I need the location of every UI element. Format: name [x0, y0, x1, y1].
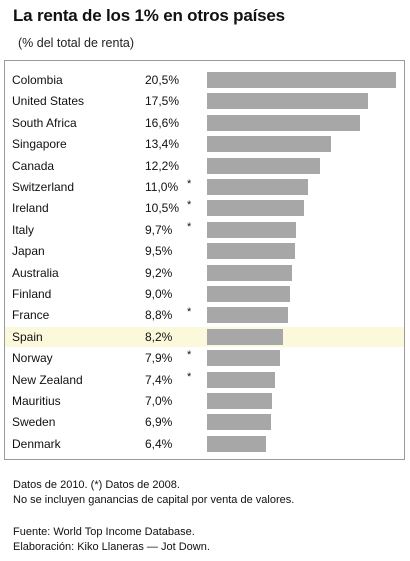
category-label: Norway	[12, 351, 53, 366]
category-label: Italy	[12, 222, 35, 237]
data-label: 7,4%	[145, 372, 173, 387]
data-label: 11,0%	[145, 180, 179, 194]
bar-row: Canada 12,2%	[5, 156, 404, 176]
bar	[207, 328, 283, 345]
footnote-source: Fuente: World Top Income Database.	[13, 526, 195, 538]
category-label: Japan	[12, 244, 45, 259]
bar	[207, 371, 276, 388]
bar	[207, 72, 396, 88]
bar-row: Sweden 6,9%	[5, 412, 404, 432]
category-label: Finland	[12, 287, 52, 301]
data-label: 16,6%	[145, 115, 180, 130]
bar-row: Denmark 6,4%	[5, 434, 404, 454]
category-label: Colombia	[12, 73, 63, 87]
bar	[207, 307, 289, 324]
bar	[207, 136, 331, 153]
bar	[207, 114, 360, 131]
bar	[207, 200, 304, 217]
bar	[207, 243, 295, 260]
bar	[207, 350, 280, 367]
category-label: South Africa	[12, 115, 77, 130]
data-label: 9,0%	[145, 287, 173, 301]
category-label: Mauritius	[12, 394, 61, 408]
data-label: 8,2%	[145, 329, 173, 344]
data-label: 8,8%	[145, 308, 173, 323]
category-label: Spain	[12, 329, 43, 344]
category-label: Sweden	[12, 415, 56, 430]
footnote-data-years: Datos de 2010. (*) Datos de 2008.	[13, 479, 180, 491]
bar-row: Mauritius 7,0%	[5, 391, 404, 411]
bar-row: Colombia 20,5%	[5, 70, 404, 90]
bar	[207, 221, 297, 238]
bar	[207, 179, 309, 195]
bar-row: Japan 9,5%	[5, 241, 404, 261]
bar-row: New Zealand 7,4% *	[5, 370, 404, 390]
data-label: 7,0%	[145, 394, 173, 408]
bar-row: Finland 9,0%	[5, 284, 404, 304]
footnote-marker: *	[187, 349, 192, 362]
data-label: 9,2%	[145, 265, 173, 280]
bar-row: Ireland 10,5% *	[5, 198, 404, 218]
data-label: 9,7%	[145, 222, 173, 237]
chart-frame: Colombia 20,5% United States 17,5% South Afr…	[4, 60, 405, 460]
footnote-marker: *	[187, 199, 192, 212]
footnote-credit: Elaboración: Kiko Llaneras — Jot Down.	[13, 541, 210, 553]
footnote-capital-gains: No se incluyen ganancias de capital por …	[13, 494, 295, 506]
data-label: 13,4%	[145, 137, 180, 152]
footnote-marker: *	[187, 306, 192, 319]
category-label: Canada	[12, 158, 55, 173]
bar	[207, 435, 266, 452]
category-label: Switzerland	[12, 180, 75, 194]
bar-row: Norway 7,9% *	[5, 348, 404, 368]
footnote-marker: *	[187, 220, 192, 233]
data-label: 6,9%	[145, 415, 173, 430]
data-label: 6,4%	[145, 436, 173, 451]
data-label: 9,5%	[145, 244, 173, 259]
bar-row: Singapore 13,4%	[5, 134, 404, 154]
data-label: 20,5%	[145, 73, 180, 87]
category-label: France	[12, 308, 50, 323]
data-label: 17,5%	[145, 94, 180, 109]
bar-row: Australia 9,2%	[5, 263, 404, 283]
chart-title: La renta de los 1% en otros países	[13, 6, 285, 25]
bar-row: France 8,8% *	[5, 305, 404, 325]
data-label: 10,5%	[145, 201, 180, 216]
footnote-marker: *	[187, 370, 192, 383]
bar-row: United States 17,5%	[5, 91, 404, 111]
bar	[207, 93, 369, 110]
data-label: 12,2%	[145, 158, 180, 173]
bar-row: South Africa 16,6%	[5, 113, 404, 133]
data-label: 7,9%	[145, 351, 173, 366]
bar	[207, 393, 272, 409]
category-label: United States	[12, 94, 85, 109]
bar	[207, 414, 271, 431]
category-label: Australia	[12, 265, 59, 280]
chart-subtitle: (% del total de renta)	[18, 36, 135, 50]
category-label: Ireland	[12, 201, 49, 216]
bar	[207, 264, 292, 281]
bar-row: Switzerland 11,0% *	[5, 177, 404, 197]
footnote-marker: *	[187, 178, 192, 190]
bar-row: Italy 9,7% *	[5, 220, 404, 240]
bar-row: Spain 8,2%	[5, 326, 404, 347]
category-label: Denmark	[12, 436, 61, 451]
bar	[207, 157, 320, 174]
category-label: Singapore	[12, 137, 67, 152]
bar	[207, 286, 290, 302]
category-label: New Zealand	[12, 372, 83, 387]
